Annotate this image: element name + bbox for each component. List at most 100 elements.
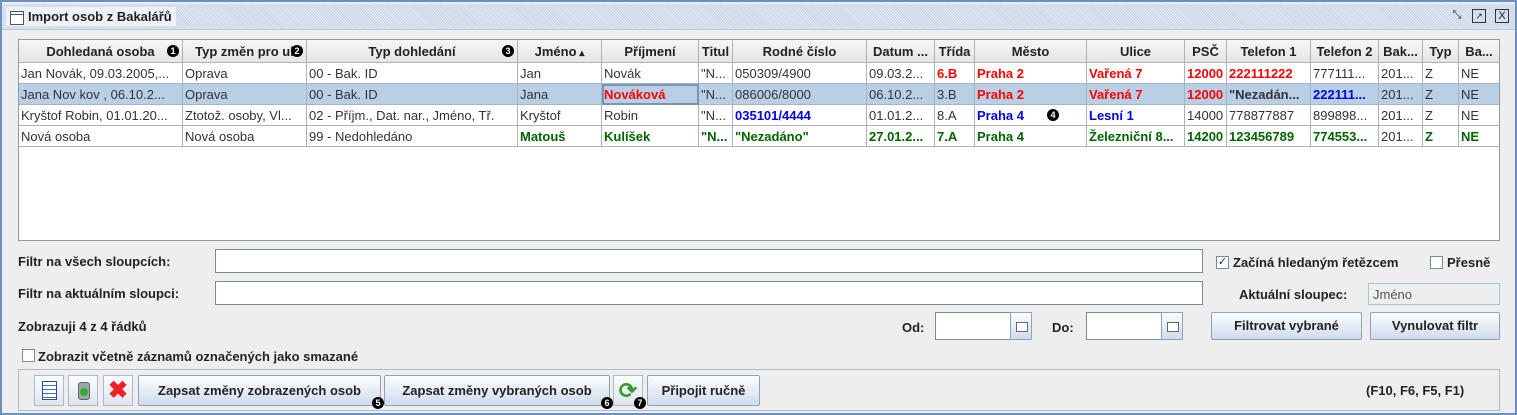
table-cell[interactable]: Vařená 7 xyxy=(1087,84,1185,105)
table-cell[interactable]: Nová osoba xyxy=(183,126,307,147)
table-cell[interactable]: 222111... xyxy=(1311,84,1379,105)
to-date-input[interactable] xyxy=(1086,312,1162,340)
table-cell[interactable]: 02 - Příjm., Dat. nar., Jméno, Tř. xyxy=(307,105,518,126)
table-cell[interactable]: Oprava xyxy=(183,84,307,105)
table-row[interactable]: Jan Novák, 09.03.2005,... Oprava 00 - Bak.… xyxy=(19,63,1499,84)
table-row[interactable]: Kryštof Robin, 01.01.20... Ztotož. osoby,… xyxy=(19,105,1499,126)
table-cell[interactable]: Jan Novák, 09.03.2005,... xyxy=(19,63,183,84)
refresh-icon[interactable]: ⟳ 7 xyxy=(613,375,646,409)
table-cell[interactable]: Z xyxy=(1423,63,1459,84)
table-cell[interactable]: 3.B xyxy=(935,84,975,105)
table-cell[interactable]: Jan xyxy=(518,63,602,84)
table-cell[interactable]: NE xyxy=(1459,105,1499,126)
minimize-icon[interactable]: ⤡ xyxy=(1452,9,1462,21)
filter-selected-button[interactable]: Filtrovat vybrané xyxy=(1211,312,1362,340)
table-cell[interactable]: 222111222 xyxy=(1227,63,1311,84)
table-cell[interactable]: Praha 4 4 xyxy=(975,105,1087,126)
table-cell[interactable]: 12000 xyxy=(1185,84,1227,105)
table-cell[interactable]: "Nezadáno" xyxy=(733,126,867,147)
table-cell[interactable]: 035101/4444 xyxy=(733,105,867,126)
from-calendar-icon[interactable] xyxy=(1010,312,1032,340)
table-cell[interactable]: 7.A xyxy=(935,126,975,147)
table-cell[interactable]: Z xyxy=(1423,105,1459,126)
recycle-bin-icon[interactable] xyxy=(68,375,98,406)
table-row[interactable]: Nová osoba Nová osoba 99 - Nedohledáno Mato… xyxy=(19,126,1499,147)
table-cell[interactable]: Nová osoba xyxy=(19,126,183,147)
table-cell[interactable]: Jana xyxy=(518,84,602,105)
table-cell[interactable]: 99 - Nedohledáno xyxy=(307,126,518,147)
from-date-input[interactable] xyxy=(935,312,1011,340)
column-header[interactable]: Telefon 2 xyxy=(1311,40,1379,63)
persons-table[interactable]: Dohledaná osoba 1 Typ změn pro ul 2 Typ dohl… xyxy=(18,39,1500,241)
table-cell[interactable]: 8.A xyxy=(935,105,975,126)
column-header[interactable]: Typ změn pro ul 2 xyxy=(183,40,307,63)
table-cell[interactable]: Kryštof xyxy=(518,105,602,126)
table-cell[interactable]: Kryštof Robin, 01.01.20... xyxy=(19,105,183,126)
reset-filter-button[interactable]: Vynulovat filtr xyxy=(1370,312,1500,340)
table-cell[interactable]: 201... xyxy=(1379,84,1423,105)
delete-icon[interactable]: ✖ xyxy=(103,375,133,406)
table-cell[interactable]: 774553... xyxy=(1311,126,1379,147)
column-header[interactable]: Příjmení xyxy=(602,40,699,63)
write-shown-button[interactable]: Zapsat změny zobrazených osob 5 xyxy=(138,375,384,409)
table-cell[interactable]: 201... xyxy=(1379,105,1423,126)
table-cell[interactable]: Robin xyxy=(602,105,699,126)
table-cell[interactable]: Praha 2 xyxy=(975,63,1087,84)
column-header[interactable]: Telefon 1 xyxy=(1227,40,1311,63)
table-cell[interactable]: 6.B xyxy=(935,63,975,84)
filter-current-input[interactable] xyxy=(215,281,1203,305)
filter-all-input[interactable] xyxy=(215,249,1203,273)
column-header[interactable]: Jméno ▴ xyxy=(518,40,602,63)
table-cell[interactable]: 14000 xyxy=(1185,105,1227,126)
to-calendar-icon[interactable] xyxy=(1161,312,1183,340)
table-cell[interactable]: NE xyxy=(1459,63,1499,84)
column-header[interactable]: Titul xyxy=(699,40,733,63)
table-cell[interactable]: Ztotož. osoby, Vl... xyxy=(183,105,307,126)
table-cell[interactable]: 12000 xyxy=(1185,63,1227,84)
column-header[interactable]: Třída xyxy=(935,40,975,63)
column-header[interactable]: PSČ xyxy=(1185,40,1227,63)
table-cell[interactable]: 123456789 xyxy=(1227,126,1311,147)
table-cell[interactable]: "Nezadán... xyxy=(1227,84,1311,105)
table-cell[interactable]: "N... xyxy=(699,126,733,147)
table-cell[interactable]: 09.03.2... xyxy=(867,63,935,84)
table-cell[interactable]: Praha 2 xyxy=(975,84,1087,105)
column-header[interactable]: Typ xyxy=(1423,40,1459,63)
table-cell[interactable]: NE xyxy=(1459,126,1499,147)
table-cell[interactable]: "N... xyxy=(699,63,733,84)
column-header[interactable]: Rodné číslo xyxy=(733,40,867,63)
exact-checkbox[interactable] xyxy=(1430,256,1443,269)
table-cell[interactable]: Vařená 7 xyxy=(1087,63,1185,84)
table-cell[interactable]: 00 - Bak. ID xyxy=(307,84,518,105)
column-header[interactable]: Typ dohledání 3 xyxy=(307,40,518,63)
table-cell[interactable]: 14200 xyxy=(1185,126,1227,147)
show-deleted-checkbox[interactable] xyxy=(22,349,35,362)
table-cell[interactable]: 899898... xyxy=(1311,105,1379,126)
table-cell[interactable]: Kulíšek xyxy=(602,126,699,147)
maximize-icon[interactable]: ↗ xyxy=(1472,9,1486,23)
table-cell[interactable]: 01.01.2... xyxy=(867,105,935,126)
table-cell[interactable]: Železniční 8... xyxy=(1087,126,1185,147)
table-cell[interactable]: Novák xyxy=(602,63,699,84)
table-cell[interactable]: 086006/8000 xyxy=(733,84,867,105)
table-cell[interactable]: Oprava xyxy=(183,63,307,84)
table-cell[interactable]: 00 - Bak. ID xyxy=(307,63,518,84)
table-cell[interactable]: 777111... xyxy=(1311,63,1379,84)
column-header[interactable]: Dohledaná osoba 1 xyxy=(19,40,183,63)
table-cell[interactable]: 050309/4900 xyxy=(733,63,867,84)
table-cell[interactable]: 201... xyxy=(1379,63,1423,84)
column-header[interactable]: Ulice xyxy=(1087,40,1185,63)
table-cell[interactable]: Z xyxy=(1423,84,1459,105)
table-cell[interactable]: Nováková xyxy=(602,84,699,105)
table-cell[interactable]: Jana Nov kov , 06.10.2... xyxy=(19,84,183,105)
table-cell[interactable]: 27.01.2... xyxy=(867,126,935,147)
column-header[interactable]: Ba... xyxy=(1459,40,1499,63)
table-cell[interactable]: 201... xyxy=(1379,126,1423,147)
table-cell[interactable]: Praha 4 xyxy=(975,126,1087,147)
table-row[interactable]: Jana Nov kov , 06.10.2... Oprava 00 - Bak.… xyxy=(19,84,1499,105)
copy-list-icon[interactable] xyxy=(34,375,64,406)
table-cell[interactable]: 778877887 xyxy=(1227,105,1311,126)
starts-with-checkbox[interactable]: ✓ xyxy=(1216,256,1229,269)
close-icon[interactable]: X xyxy=(1495,9,1509,23)
attach-manual-button[interactable]: Připojit ručně xyxy=(647,375,760,406)
